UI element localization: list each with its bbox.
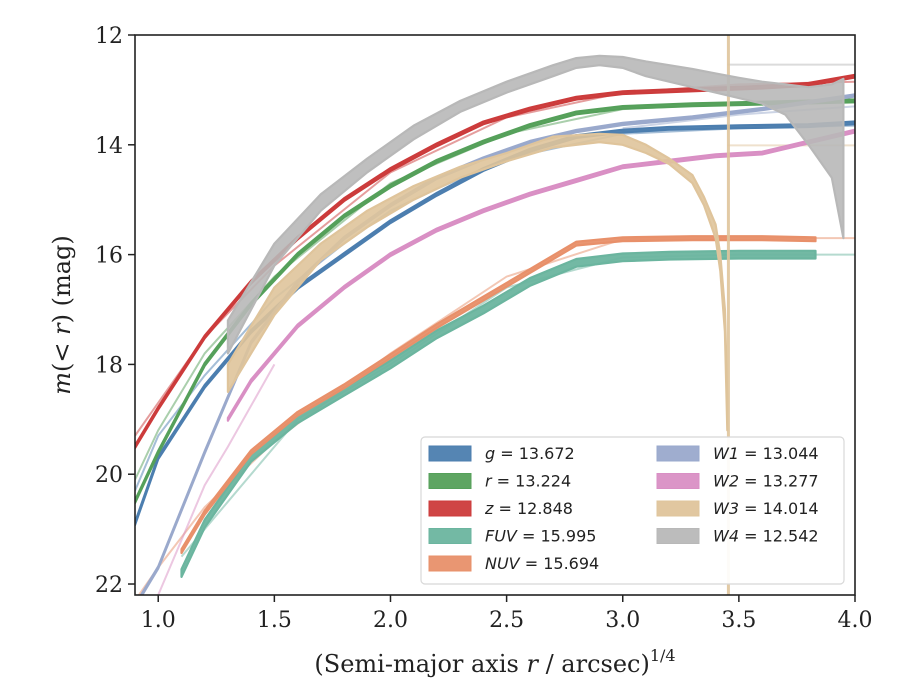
legend-label-w2: W2 = 13.277 [713, 472, 819, 491]
series-z [135, 73, 855, 450]
x-tick-label: 1.0 [141, 608, 176, 633]
legend-swatch-w2 [656, 473, 700, 489]
plot-frame [134, 34, 856, 596]
series-r [135, 98, 855, 505]
series-w3 [226, 132, 729, 432]
x-tick-label: 3.5 [721, 608, 756, 633]
series-g [135, 120, 855, 527]
legend-swatch-z [428, 500, 472, 517]
legend-label-fuv: FUV = 15.995 [485, 527, 596, 546]
y-tick-label: 22 [95, 573, 123, 598]
y-tick-label: 12 [95, 24, 123, 49]
x-tick-label: 4.0 [838, 608, 873, 633]
legend: g = 13.672 r = 13.224 z = 12.848 FUV = 15.9… [420, 436, 845, 585]
y-axis-title: m(< r) (mag) [48, 235, 76, 395]
x-axis-title: (Semi-major axis r / arcsec)1/4 [314, 646, 675, 678]
x-tick-label: 3.0 [605, 608, 640, 633]
series-faint-w2 [157, 363, 276, 595]
x-tick-label: 1.5 [257, 608, 292, 633]
y-tick-label: 16 [95, 244, 123, 269]
series-fuv [180, 249, 817, 578]
legend-label-z: z = 12.848 [484, 499, 573, 518]
legend-label-w3: W3 = 14.014 [713, 499, 819, 518]
legend-label-w1: W1 = 13.044 [713, 444, 819, 463]
legend-swatch-w3 [656, 500, 700, 517]
x-tick-label: 2.0 [373, 608, 408, 633]
legend-swatch-r [428, 473, 472, 489]
legend-swatch-w1 [656, 445, 700, 462]
legend-swatch-nuv [428, 555, 472, 572]
legend-swatch-w4 [656, 528, 700, 544]
axis-ticks: 1.0 1.5 2.0 2.5 3.0 3.5 4.0 12 14 16 18 20 22 [95, 24, 873, 633]
plot-data-layer [135, 35, 855, 595]
legend-swatch-g [428, 445, 472, 462]
y-tick-label: 14 [95, 134, 123, 159]
legend-label-r: r = 13.224 [485, 472, 571, 491]
legend-box [420, 436, 845, 585]
series-w4 [226, 54, 845, 355]
series-w2 [226, 128, 855, 422]
legend-swatch-fuv [428, 528, 472, 544]
x-tick-label: 2.5 [489, 608, 524, 633]
y-tick-label: 18 [95, 353, 123, 378]
series-nuv [180, 235, 817, 555]
y-tick-label: 20 [95, 463, 123, 488]
legend-label-w4: W4 = 12.542 [713, 527, 819, 546]
legend-label-nuv: NUV = 15.694 [485, 554, 599, 573]
legend-label-g: g = 13.672 [485, 444, 575, 463]
